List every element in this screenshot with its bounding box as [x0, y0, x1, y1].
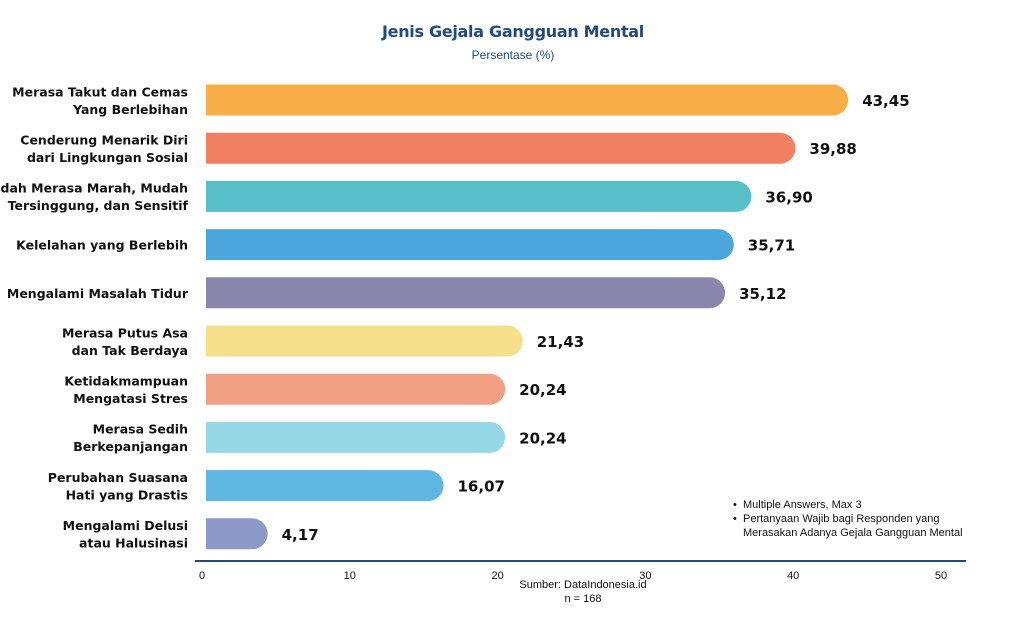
bar-value-label: 39,88: [809, 140, 856, 158]
bar: [206, 84, 849, 116]
notes-box: Multiple Answers, Max 3 Pertanyaan Wajib…: [733, 498, 1003, 540]
category-label: Hati yang Drastis: [66, 487, 188, 502]
bar-value-label: 4,17: [282, 526, 319, 544]
bar: [206, 132, 796, 164]
bar: [206, 373, 506, 405]
x-tick-label: 0: [199, 570, 205, 582]
bar-value-label: 35,12: [739, 285, 786, 303]
category-label: dan Tak Berdaya: [72, 343, 188, 358]
category-label: Perubahan Suasana: [48, 470, 188, 485]
note-item: Pertanyaan Wajib bagi Responden yang: [733, 512, 1003, 526]
category-label: Yang Berlebihan: [72, 102, 188, 117]
bar: [206, 277, 726, 309]
category-label: Mengatasi Stres: [73, 391, 188, 406]
x-tick-label: 30: [639, 570, 651, 582]
x-tick-label: 10: [344, 570, 356, 582]
note-item: Multiple Answers, Max 3: [733, 498, 1003, 512]
bar: [206, 470, 444, 502]
category-label: Mengalami Masalah Tidur: [7, 286, 189, 301]
bar: [206, 325, 523, 357]
chart-title: Jenis Gejala Gangguan Mental: [382, 22, 644, 41]
category-label: Merasa Takut dan Cemas: [12, 84, 188, 99]
category-label: Mengalami Delusi: [63, 518, 188, 533]
chart-subtitle: Persentase (%): [471, 48, 555, 62]
category-label: dari Lingkungan Sosial: [27, 150, 188, 165]
bar-value-label: 21,43: [537, 333, 584, 351]
category-label: Berkepanjangan: [73, 439, 188, 454]
bar: [206, 518, 268, 550]
category-label: Kelelahan yang Berlebih: [16, 238, 188, 253]
category-label: Cenderung Menarik Diri: [20, 132, 188, 147]
bar-value-label: 20,24: [519, 381, 566, 399]
category-label: Merasa Putus Asa: [62, 325, 188, 340]
category-label: atau Halusinasi: [79, 536, 188, 551]
bar-value-label: 16,07: [458, 478, 505, 496]
category-label: Tersinggung, dan Sensitif: [8, 198, 189, 213]
source-text: Sumber: DataIndonesia.id: [519, 579, 647, 591]
note-continuation: Merasakan Adanya Gejala Gangguan Mental: [743, 527, 963, 539]
x-tick-label: 50: [935, 570, 947, 582]
bar: [206, 180, 752, 212]
x-tick-label: 20: [491, 570, 503, 582]
bar-value-label: 20,24: [519, 429, 566, 447]
source-block: Sumber: DataIndonesia.id n = 168: [0, 578, 1026, 606]
bar-value-label: 35,71: [748, 237, 795, 255]
category-label: Merasa Sedih: [93, 422, 188, 437]
x-tick-label: 40: [787, 570, 799, 582]
category-label: Ketidakmampuan: [64, 373, 188, 388]
bar-value-label: 36,90: [765, 188, 812, 206]
bar: [206, 229, 734, 261]
category-label: Mudah Merasa Marah, Mudah: [0, 181, 188, 196]
bar-value-label: 43,45: [862, 92, 909, 110]
sample-size: n = 168: [564, 593, 602, 605]
bar: [206, 421, 506, 453]
